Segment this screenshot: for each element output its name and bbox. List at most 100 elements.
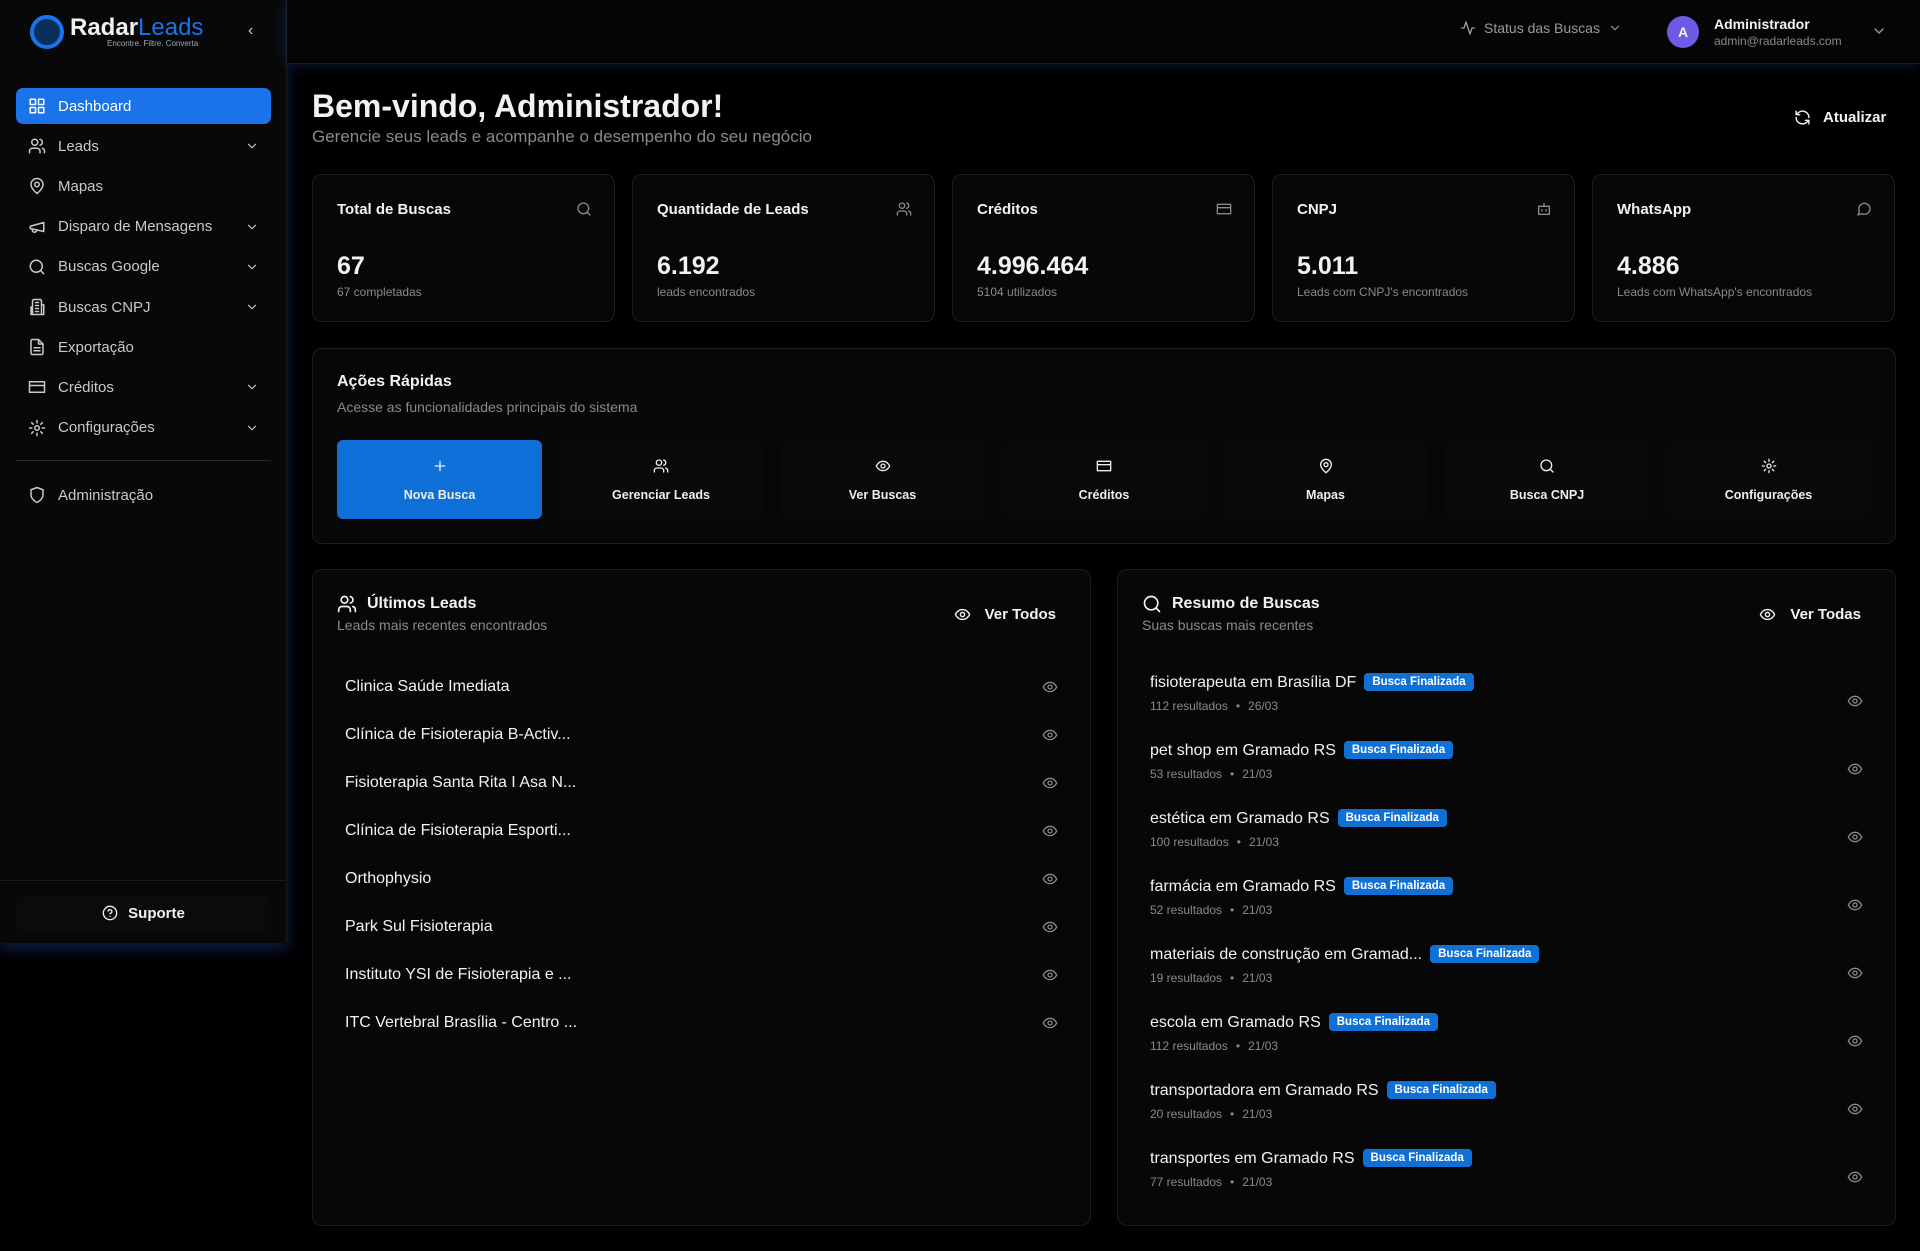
collapse-button[interactable]: ‹ bbox=[248, 22, 254, 39]
search-row[interactable]: materiais de construção em Gramad... Busc… bbox=[1150, 945, 1863, 1005]
quick-action[interactable]: Mapas bbox=[1223, 440, 1428, 519]
icon bbox=[1042, 729, 1058, 741]
search-meta: 77 resultados • 21/03 bbox=[1150, 1175, 1863, 1189]
icon-path bbox=[1042, 873, 1058, 885]
quick-action[interactable]: Nova Busca bbox=[337, 440, 542, 519]
icon bbox=[1847, 1103, 1863, 1115]
status-badge: Busca Finalizada bbox=[1430, 945, 1540, 963]
search-row[interactable]: transportadora em Gramado RS Busca Finali… bbox=[1150, 1081, 1863, 1141]
search-query: estética em Gramado RS bbox=[1150, 810, 1330, 827]
icon bbox=[28, 419, 46, 436]
icon-path bbox=[954, 608, 970, 621]
icon-path bbox=[1042, 777, 1058, 789]
logo-a: Radar bbox=[70, 14, 139, 41]
lead-row[interactable]: Clínica de Fisioterapia Esporti... bbox=[345, 811, 1058, 851]
icon bbox=[30, 298, 45, 316]
search-row[interactable]: pet shop em Gramado RS Busca Finalizada 53… bbox=[1150, 741, 1863, 801]
status-badge: Busca Finalizada bbox=[1386, 1081, 1496, 1099]
lead-row[interactable]: Clinica Saúde Imediata bbox=[345, 667, 1058, 707]
nav-item[interactable]: Configurações bbox=[16, 410, 271, 446]
icon-path bbox=[29, 221, 45, 233]
quick-action[interactable]: Créditos bbox=[1001, 440, 1207, 519]
icon bbox=[1847, 763, 1863, 775]
search-title: materiais de construção em Gramad... Busc… bbox=[1150, 945, 1863, 964]
icon bbox=[1042, 825, 1058, 837]
icon-path bbox=[1847, 1171, 1863, 1183]
status-badge: Busca Finalizada bbox=[1343, 877, 1454, 895]
quick-action[interactable]: Gerenciar Leads bbox=[558, 440, 764, 519]
separator: • bbox=[1235, 1039, 1241, 1053]
result-count: 19 resultados bbox=[1150, 971, 1223, 985]
action-label: Ver Todas bbox=[1790, 606, 1861, 623]
support-button[interactable]: Suporte bbox=[16, 896, 271, 930]
user-email: admin@radarleads.com bbox=[1714, 34, 1842, 48]
search-row[interactable]: estética em Gramado RS Busca Finalizada 10… bbox=[1150, 809, 1863, 869]
icon bbox=[1847, 831, 1863, 843]
view-all[interactable]: Ver Todas bbox=[1759, 606, 1861, 623]
search-row[interactable]: transportes em Gramado RS Busca Finalizad… bbox=[1150, 1149, 1863, 1209]
search-row[interactable]: fisioterapeuta em Brasília DF Busca Final… bbox=[1150, 673, 1863, 733]
icon-path bbox=[28, 381, 46, 394]
nav-label: Dashboard bbox=[58, 97, 132, 115]
icon bbox=[30, 486, 44, 504]
icon-path bbox=[1847, 1035, 1863, 1047]
icon bbox=[1847, 1035, 1863, 1047]
stat-card: Créditos 4.996.464 5104 utilizados bbox=[952, 174, 1255, 322]
nav-item[interactable]: Buscas CNPJ bbox=[16, 289, 271, 325]
nav-item[interactable]: Buscas Google bbox=[16, 249, 271, 285]
view-all[interactable]: Ver Todos bbox=[954, 606, 1056, 623]
quick-action[interactable]: Configurações bbox=[1666, 440, 1871, 519]
user-menu[interactable] bbox=[1871, 23, 1887, 44]
icon-path bbox=[577, 202, 591, 216]
icon-path bbox=[1096, 460, 1112, 471]
lead-row[interactable]: Clínica de Fisioterapia B-Activ... bbox=[345, 715, 1058, 755]
nav-item[interactable]: Disparo de Mensagens bbox=[16, 209, 271, 245]
stat-note: 67 completadas bbox=[337, 285, 422, 299]
quick-action[interactable]: Ver Buscas bbox=[780, 440, 985, 519]
avatar[interactable]: A bbox=[1667, 16, 1699, 48]
status-menu[interactable]: Status das Buscas bbox=[1460, 20, 1622, 36]
result-count: 112 resultados bbox=[1150, 699, 1228, 713]
title-text: Resumo de Buscas bbox=[1172, 595, 1320, 612]
nav-item[interactable]: Administração bbox=[16, 477, 271, 513]
search-row[interactable]: farmácia em Gramado RS Busca Finalizada 52… bbox=[1150, 877, 1863, 937]
lead-row[interactable]: Orthophysio bbox=[345, 859, 1058, 899]
icon-path bbox=[337, 595, 357, 613]
header: Status das Buscas A Administrador admin@… bbox=[287, 0, 1920, 64]
status-badge: Busca Finalizada bbox=[1337, 809, 1447, 827]
divider bbox=[16, 460, 271, 461]
search-meta: 52 resultados • 21/03 bbox=[1150, 903, 1863, 917]
lead-row[interactable]: Fisioterapia Santa Rita I Asa N... bbox=[345, 763, 1058, 803]
refresh-label: Atualizar bbox=[1823, 109, 1887, 126]
section-subtitle: Suas buscas mais recentes bbox=[1142, 617, 1314, 633]
icon-path bbox=[247, 143, 257, 149]
refresh-button[interactable]: Atualizar bbox=[1794, 109, 1886, 126]
nav-item[interactable]: Dashboard bbox=[16, 88, 271, 124]
icon-path bbox=[1847, 763, 1863, 775]
icon bbox=[1143, 595, 1161, 613]
nav-item[interactable]: Leads bbox=[16, 128, 271, 164]
search-title: fisioterapeuta em Brasília DF Busca Final… bbox=[1150, 673, 1863, 692]
icon bbox=[28, 138, 46, 154]
nav-label: Configurações bbox=[58, 419, 155, 437]
separator: • bbox=[1230, 1107, 1235, 1121]
nav-label: Créditos bbox=[58, 378, 114, 396]
lead-row[interactable]: Instituto YSI de Fisioterapia e ... bbox=[345, 955, 1058, 995]
lead-row[interactable]: ITC Vertebral Brasília - Centro ... bbox=[345, 1003, 1058, 1043]
icon bbox=[434, 460, 445, 471]
search-row[interactable]: escola em Gramado RS Busca Finalizada 112 … bbox=[1150, 1013, 1863, 1073]
icon bbox=[1042, 873, 1058, 885]
nav-item[interactable]: Créditos bbox=[16, 369, 271, 405]
logo-text: RadarLeads bbox=[70, 14, 203, 42]
lead-row[interactable]: Park Sul Fisioterapia bbox=[345, 907, 1058, 947]
icon-path bbox=[1216, 203, 1232, 215]
nav-label: Leads bbox=[58, 137, 99, 155]
nav-item[interactable]: Exportação bbox=[16, 329, 271, 365]
icon-path bbox=[1540, 458, 1554, 473]
quick-action[interactable]: Busca CNPJ bbox=[1444, 440, 1650, 519]
icon bbox=[28, 381, 46, 394]
nav-item[interactable]: Mapas bbox=[16, 168, 271, 204]
icon bbox=[1795, 110, 1810, 125]
icon bbox=[875, 460, 890, 471]
